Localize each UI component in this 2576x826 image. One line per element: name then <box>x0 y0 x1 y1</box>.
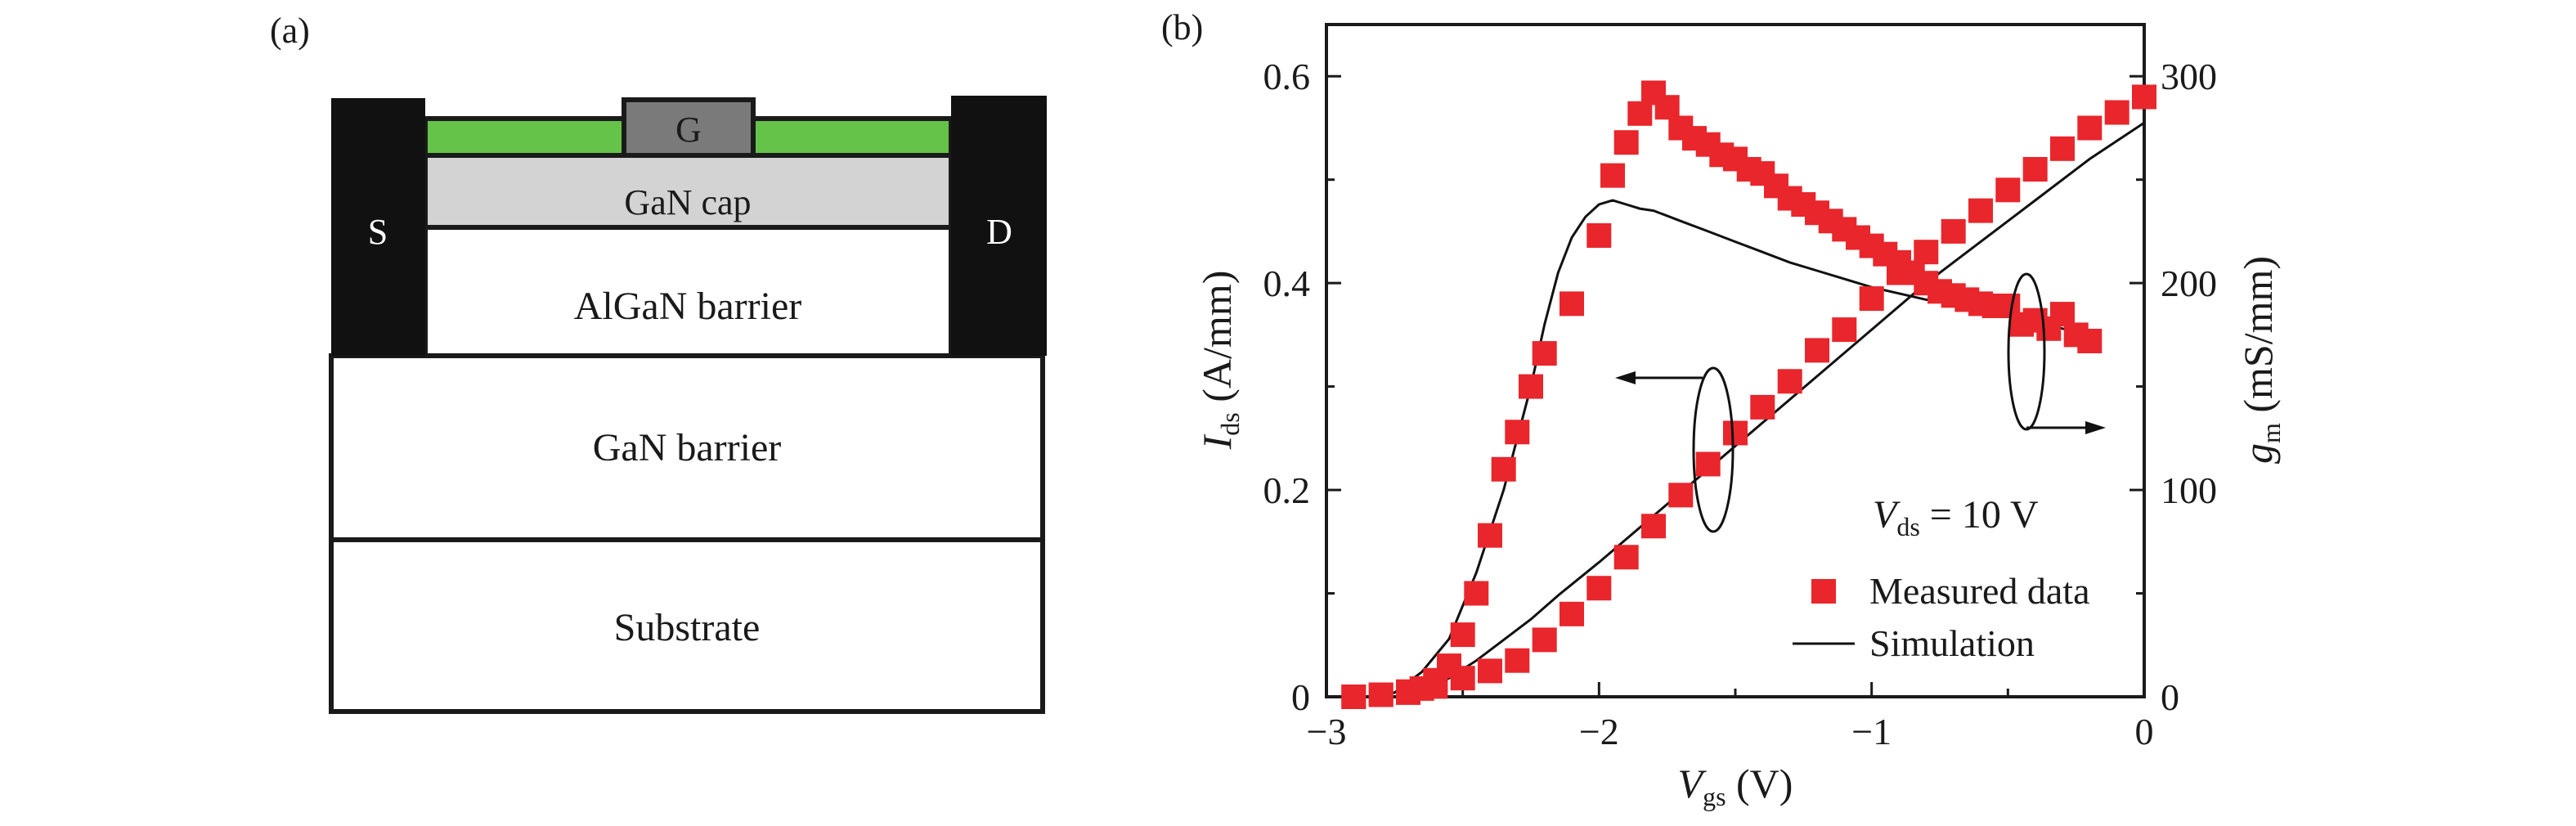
panel-a-label: (a) <box>270 11 310 51</box>
panel-b-label: (b) <box>1161 7 1203 47</box>
measured-point-right <box>2077 329 2103 353</box>
measured-point-right <box>1519 374 1543 399</box>
measured-point-right <box>1532 341 1557 366</box>
measured-point-right <box>1560 291 1584 316</box>
y-right-tick-label: 300 <box>2161 56 2217 97</box>
y-left-tick-label: 0.4 <box>1263 263 1311 304</box>
left-y-axis-label: Ids (A/mm) <box>1194 271 1245 451</box>
substrate-label: Substrate <box>614 606 761 649</box>
measured-point-left <box>1832 317 1857 343</box>
measured-point-right <box>1505 420 1530 445</box>
gan-barrier-label: GaN barrier <box>593 426 782 469</box>
measured-point-left <box>1968 198 1993 223</box>
measured-point-left <box>2022 157 2048 182</box>
measured-point-left <box>1695 451 1721 477</box>
measured-point-left <box>2050 136 2075 161</box>
measured-point-left <box>1941 218 1966 244</box>
gan-cap-label: GaN cap <box>624 182 751 222</box>
measured-point-left <box>1859 286 1884 312</box>
legend: Measured data Simulation <box>1793 570 2090 664</box>
y-left-tick-label: 0 <box>1291 676 1310 718</box>
legend-simulation-label: Simulation <box>1869 622 2035 664</box>
source-label: S <box>368 212 388 252</box>
measured-point-left <box>1805 338 1829 363</box>
measured-point-right <box>1586 223 1612 248</box>
algan-barrier-label: AlGaN barrier <box>574 285 802 328</box>
right-arrow-head <box>2085 421 2106 434</box>
measured-point-right <box>1341 685 1367 709</box>
measured-point-right <box>1464 581 1489 606</box>
gan-barrier-layer <box>329 353 1045 542</box>
measured-markers <box>1341 80 2156 709</box>
measured-point-left <box>2077 115 2103 141</box>
measured-point-left <box>1777 369 1802 394</box>
legend-measured-label: Measured data <box>1869 570 2090 612</box>
measured-point-left <box>1750 394 1775 420</box>
measured-point-left <box>1560 601 1584 626</box>
measured-point-left <box>1613 545 1639 570</box>
measured-point-left <box>1995 177 2021 203</box>
measured-point-right <box>1654 95 1680 120</box>
y-right-tick-label: 0 <box>2161 676 2179 718</box>
gate-label: G <box>675 110 702 150</box>
measured-point-right <box>1600 163 1625 188</box>
measured-point-left <box>2104 100 2129 125</box>
x-tick-label: 0 <box>2135 711 2154 752</box>
measured-point-right <box>1491 456 1516 482</box>
source-contact <box>331 98 425 356</box>
measured-point-right <box>1368 682 1393 707</box>
drain-contact <box>951 96 1047 356</box>
substrate-layer <box>329 537 1045 714</box>
measured-point-left <box>1668 483 1694 508</box>
y-right-tick-label: 200 <box>2161 263 2217 304</box>
vds-annotation: Vds = 10 V <box>1873 493 2039 541</box>
x-axis-label: Vgs (V) <box>1678 761 1793 811</box>
gate-contact <box>622 97 756 158</box>
measured-point-left <box>1505 648 1530 673</box>
x-tick-label: −2 <box>1579 711 1619 752</box>
measured-point-left <box>1532 627 1557 653</box>
measured-point-left <box>1723 420 1748 446</box>
panel-a-cross-section: (a) Substrate GaN barrier AlGaN barrier … <box>270 11 1047 714</box>
measured-point-right <box>1613 130 1639 155</box>
right-y-axis-label: gm (mS/mm) <box>2235 256 2286 464</box>
measured-point-left <box>2132 84 2156 110</box>
measured-point-left <box>1914 240 1939 265</box>
measured-point-right <box>1627 101 1653 126</box>
measured-point-left <box>1586 576 1612 601</box>
left-arrow-head <box>1615 371 1636 384</box>
x-tick-label: −3 <box>1307 711 1347 752</box>
y-left-tick-label: 0.6 <box>1263 56 1311 97</box>
left-axis-ellipse <box>1692 366 1735 533</box>
measured-point-left <box>1641 514 1666 539</box>
measured-point-right <box>1450 622 1475 648</box>
y-right-tick-label: 100 <box>2161 469 2217 511</box>
measured-point-right <box>2050 302 2075 327</box>
axis-pointers <box>1615 272 2106 533</box>
measured-point-left <box>1478 658 1502 684</box>
y-left-tick-label: 0.2 <box>1263 469 1311 511</box>
measured-point-right <box>1437 653 1461 679</box>
x-tick-label: −1 <box>1851 711 1892 752</box>
drain-label: D <box>986 212 1012 252</box>
measured-point-right <box>1478 523 1502 548</box>
legend-marker-swatch <box>1811 579 1836 604</box>
right-axis-ellipse <box>2007 272 2046 431</box>
